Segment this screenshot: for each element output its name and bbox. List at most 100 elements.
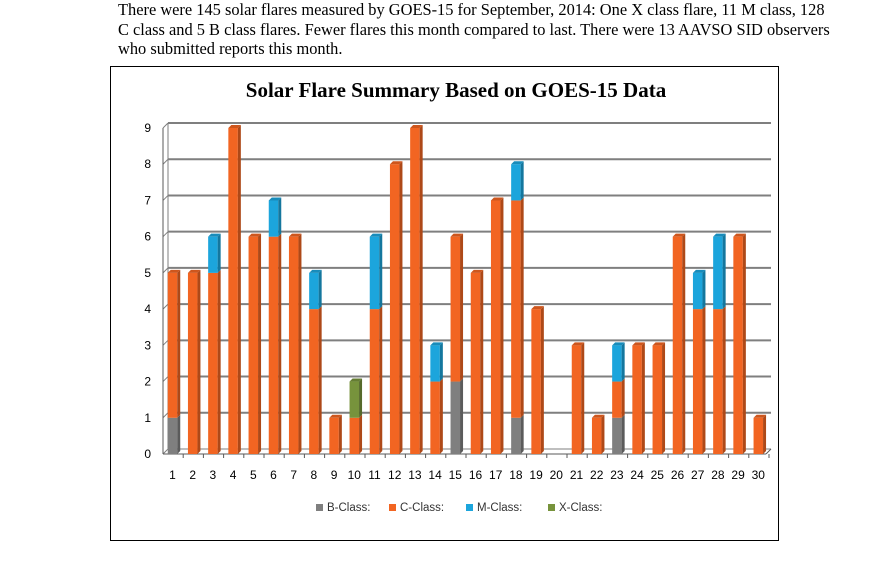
bar-side-c	[662, 342, 666, 454]
bar-side-c	[298, 233, 302, 454]
bar-side-c	[197, 269, 201, 454]
bar-segment-c	[309, 309, 319, 454]
gridline-depth	[162, 267, 169, 274]
x-tick-label: 26	[671, 468, 685, 482]
bar-side-c	[480, 269, 484, 454]
intro-paragraph: There were 145 solar flares measured by …	[118, 0, 830, 58]
bar-side-m	[621, 342, 625, 382]
x-tick-label: 24	[630, 468, 644, 482]
x-tick-label: 28	[711, 468, 725, 482]
bar-top-c	[410, 125, 423, 128]
bar-side-c	[258, 233, 262, 454]
chart-title: Solar Flare Summary Based on GOES-15 Dat…	[246, 78, 667, 102]
bar-side-b	[177, 414, 181, 454]
bar-segment-c	[531, 309, 541, 454]
x-tick-label: 12	[388, 468, 402, 482]
bar-side-c	[379, 306, 383, 454]
bar-top-m	[511, 161, 524, 165]
bar-side-c	[682, 233, 686, 454]
stacked-bar-chart: Solar Flare Summary Based on GOES-15 Dat…	[144, 78, 772, 514]
bar-top-c	[187, 269, 201, 273]
x-tick-label: 23	[610, 468, 624, 482]
legend-swatch-m	[466, 504, 473, 511]
y-tick-label: 6	[144, 230, 151, 244]
bar-segment-m	[430, 345, 440, 382]
bar-side-c	[702, 306, 706, 454]
bar-side-c	[359, 414, 363, 454]
bar-side-c	[500, 197, 504, 454]
y-tick-label: 4	[144, 302, 151, 316]
x-tick-label: 7	[290, 468, 297, 482]
bar-side-c	[722, 306, 726, 454]
bar-top-m	[430, 342, 443, 346]
legend-label-m: M-Class:	[477, 502, 522, 514]
bar-side-m	[379, 233, 383, 310]
x-tick-label: 10	[348, 468, 362, 482]
bar-segment-c	[430, 381, 440, 454]
bar-segment-c	[632, 345, 642, 454]
x-tick-label: 17	[489, 468, 503, 482]
gridline-depth	[162, 339, 169, 346]
x-tick-label: 5	[250, 468, 257, 482]
chart-frame: Solar Flare Summary Based on GOES-15 Dat…	[110, 66, 779, 541]
bar-top-m	[309, 269, 322, 273]
bar-side-m	[439, 342, 443, 382]
bar-top-c	[571, 342, 585, 346]
legend-swatch-x	[548, 504, 555, 511]
bar-segment-c	[208, 272, 218, 454]
bar-side-c	[399, 161, 403, 454]
bar-segment-b	[612, 417, 622, 454]
bar-top-m	[208, 233, 221, 237]
x-tick-label: 22	[590, 468, 604, 482]
bar-segment-c	[713, 309, 723, 454]
bar-top-c	[167, 269, 181, 273]
x-tick-label: 1	[169, 468, 176, 482]
y-tick-label: 0	[144, 447, 151, 461]
gridline-depth	[162, 412, 169, 419]
bar-top-c	[490, 197, 504, 201]
bar-top-m	[369, 233, 383, 237]
x-tick-label: 16	[469, 468, 483, 482]
bar-side-m	[278, 197, 282, 237]
bar-side-c	[540, 306, 544, 454]
bar-side-c	[318, 306, 322, 454]
bar-side-x	[359, 378, 363, 418]
bar-top-x	[349, 378, 363, 382]
gridline-depth	[162, 231, 169, 238]
bar-segment-m	[692, 272, 703, 310]
bar-side-c	[742, 233, 746, 454]
bar-segment-c	[167, 272, 178, 418]
bar-side-b	[460, 378, 464, 454]
x-tick-label: 3	[210, 468, 217, 482]
x-tick-label: 8	[311, 468, 318, 482]
bar-segment-c	[187, 272, 198, 454]
bar-side-b	[621, 414, 625, 454]
y-tick-label: 5	[144, 266, 151, 280]
y-tick-label: 7	[144, 193, 151, 207]
y-tick-label: 1	[144, 411, 151, 425]
bar-side-m	[702, 269, 706, 310]
bar-side-c	[460, 233, 464, 382]
x-tick-label: 14	[428, 468, 442, 482]
x-tick-label: 4	[230, 468, 237, 482]
bar-top-c	[531, 306, 544, 310]
bar-segment-c	[288, 236, 299, 454]
x-tick-label: 30	[752, 468, 766, 482]
bar-top-c	[248, 233, 262, 237]
bar-segment-m	[268, 200, 279, 237]
bar-segment-b	[450, 381, 461, 454]
x-tick-label: 27	[691, 468, 705, 482]
bar-side-m	[217, 233, 221, 273]
bar-side-c	[237, 125, 241, 454]
legend-label-x: X-Class:	[559, 502, 602, 514]
x-tick-label: 11	[368, 468, 381, 482]
gridline-depth	[162, 195, 169, 201]
bar-segment-b	[167, 417, 178, 454]
bar-side-c	[601, 414, 605, 454]
bar-side-c	[581, 342, 585, 454]
bar-segment-c	[652, 345, 663, 454]
x-tick-label: 25	[651, 468, 665, 482]
gridline-depth	[162, 122, 169, 129]
y-tick-label: 9	[144, 121, 151, 135]
bar-side-c	[177, 269, 181, 418]
